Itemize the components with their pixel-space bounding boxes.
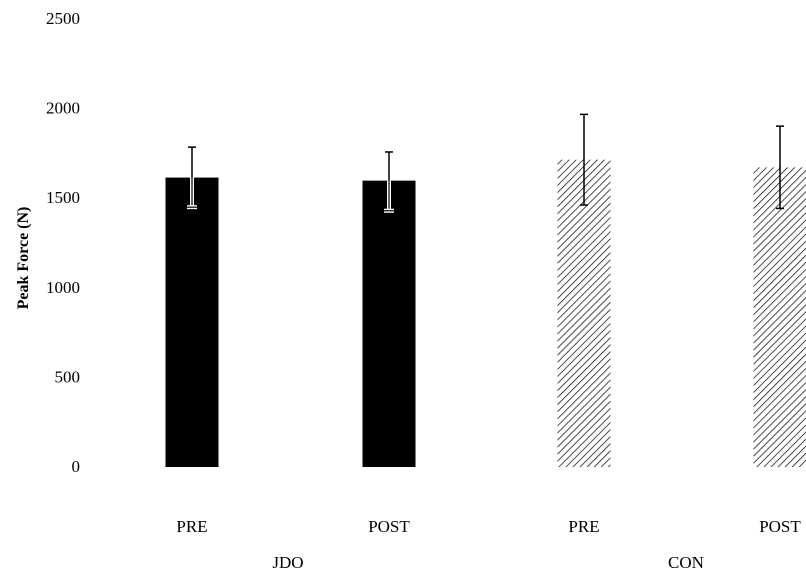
y-axis-label: Peak Force (N)	[15, 207, 32, 310]
category-label: POST	[759, 517, 801, 536]
bar-con-post	[753, 167, 806, 467]
y-tick-label: 500	[55, 367, 81, 386]
error-bar	[580, 113, 588, 206]
error-bars	[187, 113, 784, 213]
bar-con-pre	[557, 159, 611, 467]
category-label: PRE	[176, 517, 207, 536]
error-bar	[187, 146, 197, 210]
group-label-con: CON	[668, 553, 704, 572]
y-tick-label: 1000	[46, 278, 80, 297]
y-axis-ticks: 0 500 1000 1500 2000 2500	[46, 9, 80, 476]
group-label-jdo: JDO	[272, 553, 303, 572]
bar-jdo-post	[362, 180, 416, 467]
group-labels: JDO CON	[272, 553, 704, 572]
y-tick-label: 0	[72, 457, 81, 476]
y-tick-label: 2500	[46, 9, 80, 28]
category-label: POST	[368, 517, 410, 536]
error-bar	[384, 151, 394, 213]
y-tick-label: 2000	[46, 99, 80, 118]
category-label: PRE	[568, 517, 599, 536]
error-bar	[776, 125, 784, 210]
y-tick-label: 1500	[46, 188, 80, 207]
bar-jdo-pre	[165, 177, 219, 468]
bars	[165, 159, 806, 468]
category-labels: PRE POST PRE POST	[176, 517, 801, 536]
